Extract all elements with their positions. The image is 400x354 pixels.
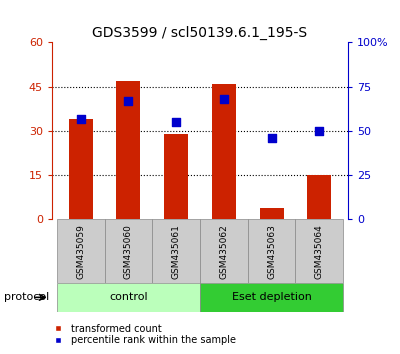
Text: GSM435063: GSM435063 bbox=[267, 224, 276, 279]
Bar bbox=[57, 283, 200, 312]
Point bbox=[316, 128, 322, 134]
Bar bbox=[200, 219, 248, 283]
Point bbox=[125, 98, 132, 104]
Point bbox=[268, 135, 275, 141]
Bar bbox=[200, 283, 343, 312]
Legend: transformed count, percentile rank within the sample: transformed count, percentile rank withi… bbox=[45, 320, 240, 349]
Title: GDS3599 / scl50139.6.1_195-S: GDS3599 / scl50139.6.1_195-S bbox=[92, 26, 308, 40]
Bar bbox=[116, 81, 140, 219]
Text: protocol: protocol bbox=[4, 292, 49, 302]
Text: GSM435062: GSM435062 bbox=[219, 224, 228, 279]
Text: control: control bbox=[109, 292, 148, 302]
Bar bbox=[296, 219, 343, 283]
Text: GSM435064: GSM435064 bbox=[315, 224, 324, 279]
Point bbox=[173, 119, 179, 125]
Bar bbox=[104, 219, 152, 283]
Bar bbox=[152, 219, 200, 283]
Bar bbox=[248, 219, 296, 283]
Bar bbox=[57, 219, 104, 283]
Bar bbox=[308, 175, 331, 219]
Bar bbox=[212, 84, 236, 219]
Bar bbox=[260, 208, 284, 219]
Point bbox=[221, 96, 227, 102]
Bar bbox=[69, 119, 92, 219]
Text: GSM435061: GSM435061 bbox=[172, 224, 181, 279]
Bar bbox=[164, 134, 188, 219]
Text: Eset depletion: Eset depletion bbox=[232, 292, 312, 302]
Text: GSM435060: GSM435060 bbox=[124, 224, 133, 279]
Text: GSM435059: GSM435059 bbox=[76, 224, 85, 279]
Point bbox=[78, 116, 84, 121]
